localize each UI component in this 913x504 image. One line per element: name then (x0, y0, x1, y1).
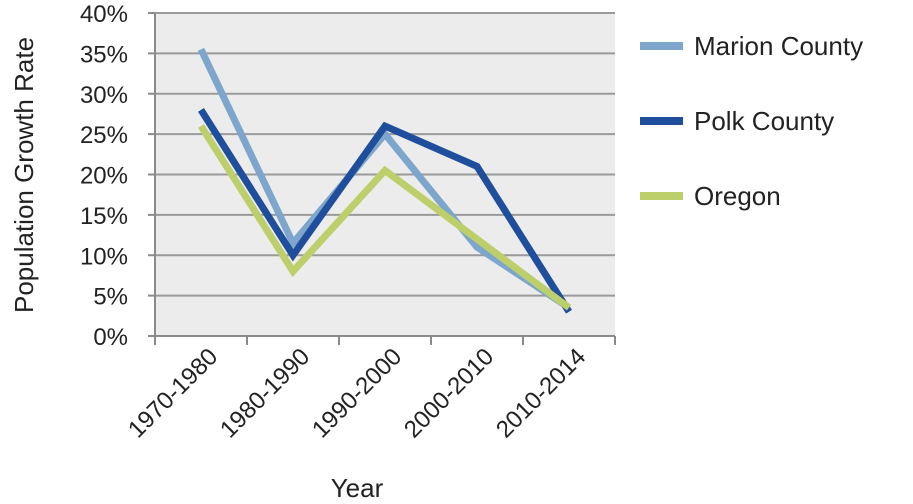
y-tick-label: 10% (80, 243, 128, 270)
series-lines (197, 47, 572, 314)
x-axis-label: Year (331, 473, 384, 503)
y-tick-label: 30% (80, 82, 128, 109)
x-tick-label: 2000-2010 (399, 343, 499, 443)
x-tick-label: 1980-1990 (215, 343, 315, 443)
x-tick-label: 1990-2000 (307, 343, 407, 443)
axes (148, 12, 616, 345)
y-tick-label: 5% (93, 284, 128, 311)
series-line-2 (198, 124, 572, 311)
series-line-1 (198, 108, 572, 314)
legend-label: Marion County (694, 31, 863, 61)
y-tick-labels: 0% 5% 10% 15% 20% 25% 30% 35% 40% (80, 1, 128, 351)
legend: Marion County Polk County Oregon (640, 31, 863, 211)
y-axis-label: Population Growth Rate (9, 37, 39, 313)
y-tick-label: 0% (93, 324, 128, 351)
x-tick-label: 2010-2014 (491, 343, 591, 443)
y-tick-label: 35% (80, 41, 128, 68)
legend-label: Polk County (694, 106, 834, 136)
x-tick-labels: 1970-19801980-19901990-20002000-20102010… (123, 343, 591, 443)
x-tick-label: 1970-1980 (123, 343, 223, 443)
y-tick-label: 15% (80, 203, 128, 230)
y-tick-label: 40% (80, 1, 128, 28)
legend-label: Oregon (694, 181, 781, 211)
y-tick-label: 20% (80, 163, 128, 190)
series-line-0 (197, 47, 571, 311)
y-tick-label: 25% (80, 122, 128, 149)
